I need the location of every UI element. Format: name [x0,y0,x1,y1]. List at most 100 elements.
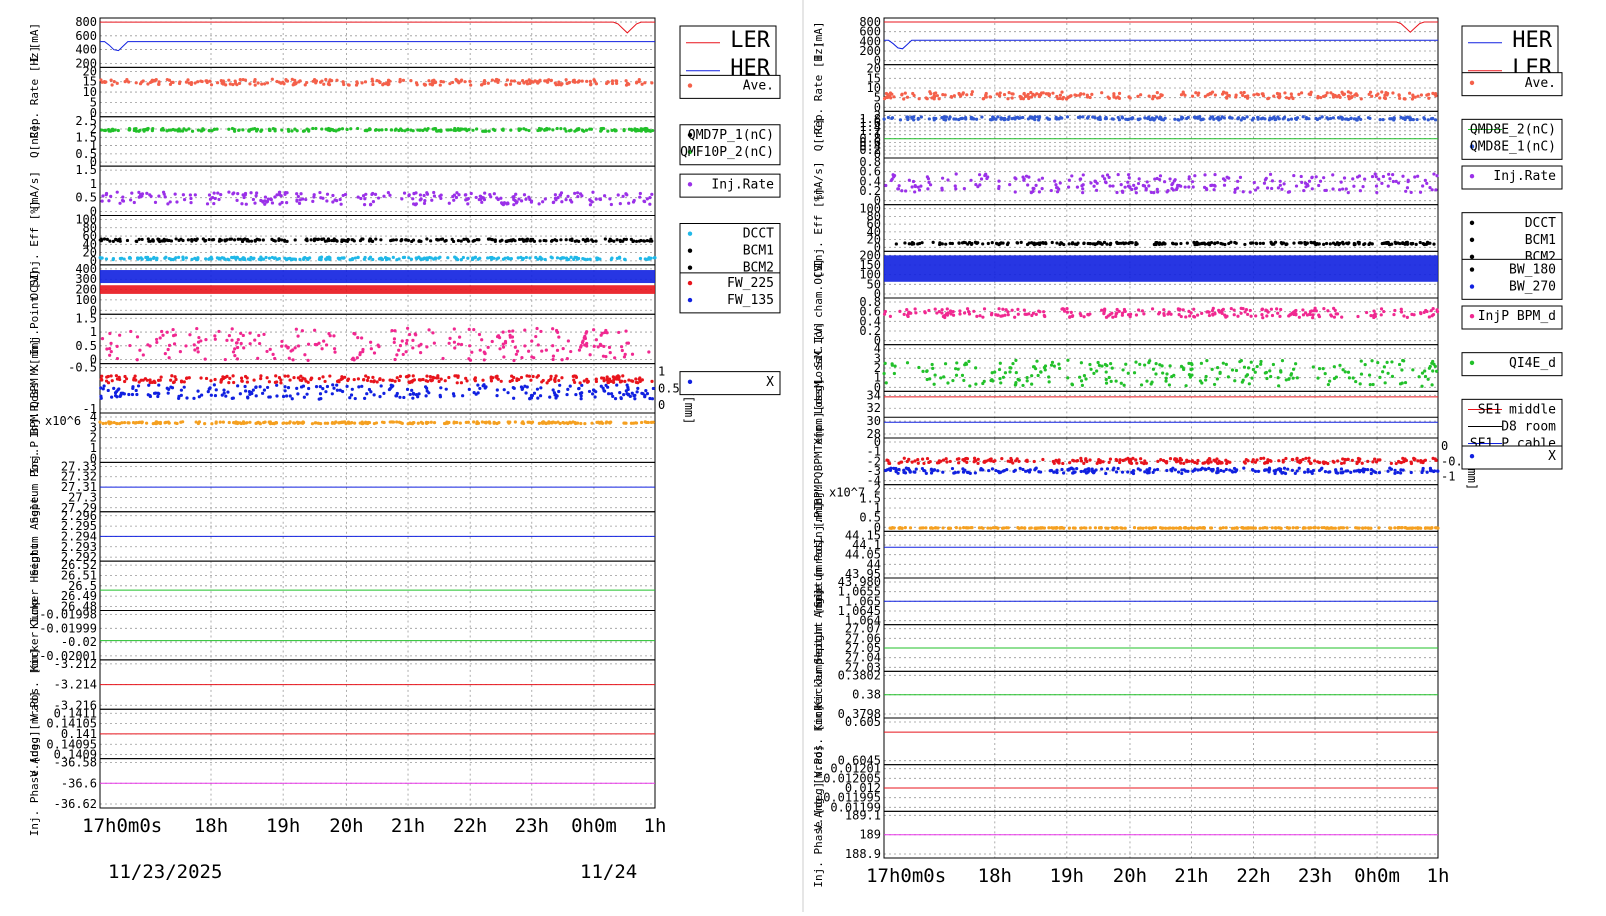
data-point [644,420,647,423]
legend-label: FW_225 [727,276,774,291]
data-point [1370,359,1373,362]
data-point [1257,118,1260,121]
data-point [311,422,314,425]
data-point [1190,367,1193,370]
data-point [320,127,323,130]
legend-swatch [1470,314,1474,318]
legend-label: QI4E_d [1509,356,1556,371]
data-point [248,258,251,261]
plot-frame [100,611,655,660]
data-point [541,200,544,203]
data-point [1283,467,1286,470]
data-point [335,239,338,242]
data-point [533,392,536,395]
data-point [1060,90,1063,93]
data-point [241,128,244,131]
data-point [650,240,653,243]
data-point [1305,116,1308,119]
data-point [1379,118,1382,121]
data-point [1404,381,1407,384]
data-point [1386,92,1389,95]
data-point [1118,92,1121,95]
data-point [175,200,178,203]
data-point [1394,241,1397,244]
data-point [1278,315,1281,318]
data-point [1160,118,1163,121]
data-point [98,420,101,423]
data-point [940,311,943,314]
data-point [521,388,524,391]
data-point [1294,472,1297,475]
y-multiplier: x10^6 [45,414,81,428]
data-point [197,336,200,339]
legend-swatch [688,380,692,384]
data-point [1423,243,1426,246]
data-point [1188,175,1191,178]
data-point [899,118,902,121]
legend: X [680,372,780,395]
data-point [1018,117,1021,120]
data-point [1105,370,1108,373]
data-point [906,115,909,118]
data-point [137,384,140,387]
data-point [441,237,444,240]
data-point [1239,312,1242,315]
data-point [403,192,406,195]
data-point [946,381,949,384]
data-point [229,82,232,85]
data-point [490,238,493,241]
data-point [1286,468,1289,471]
data-point [399,375,402,378]
data-point [1211,368,1214,371]
data-point [116,377,119,380]
data-point [566,388,569,391]
data-point [911,185,914,188]
data-point [315,385,318,388]
data-point [1184,384,1187,387]
data-point [399,421,402,424]
data-point [538,239,541,242]
data-point [128,127,131,130]
data-point [425,237,428,240]
data-point [259,130,262,133]
data-point [1154,372,1157,375]
data-point [349,127,352,130]
data-point [305,393,308,396]
data-point [1165,377,1168,380]
data-point [151,79,154,82]
data-point [1196,462,1199,465]
data-point [1126,181,1129,184]
data-point [511,329,514,332]
data-point [1011,309,1014,312]
data-point [372,380,375,383]
data-point [951,379,954,382]
data-point [926,187,929,190]
data-point [1066,376,1069,379]
data-point [1222,91,1225,94]
data-point [1245,374,1248,377]
data-point [1203,173,1206,176]
data-point [342,256,345,259]
data-point [206,202,209,205]
data-point [1185,117,1188,120]
data-point [129,330,132,333]
data-point [1056,97,1059,100]
data-point [141,238,144,241]
data-point [1158,363,1161,366]
data-point [303,353,306,356]
data-point [903,241,906,244]
y-axis-label: Inj. Eff [%] [812,188,825,267]
data-point [1186,242,1189,245]
data-point [583,422,586,425]
data-point [105,347,108,350]
data-point [1038,190,1041,193]
data-point [1413,175,1416,178]
data-point [588,390,591,393]
data-point [185,256,188,259]
data-point [598,257,601,260]
data-point [530,200,533,203]
data-point [512,203,515,206]
data-point [354,256,357,259]
data-point [131,385,134,388]
